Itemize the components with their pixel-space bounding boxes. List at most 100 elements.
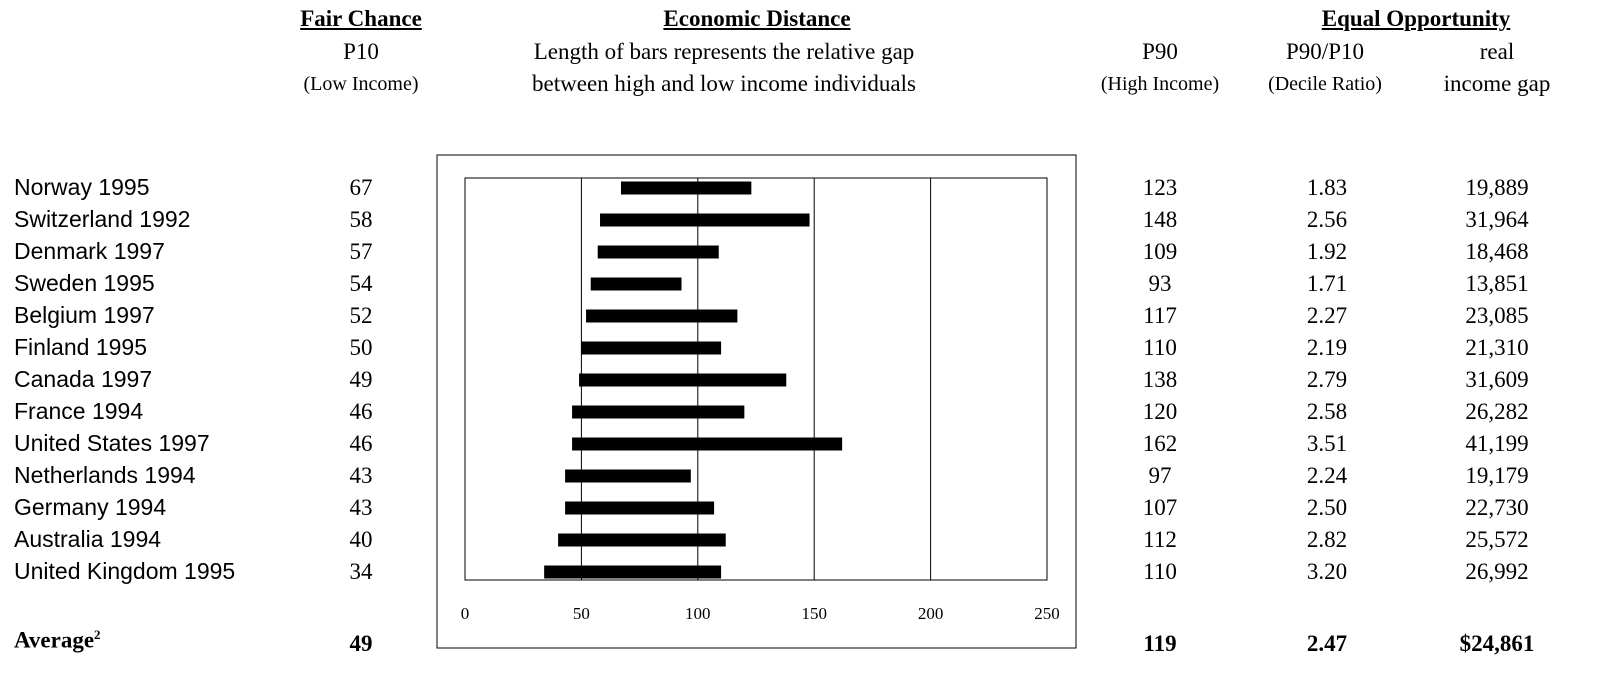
subheader-gap: real [1479, 39, 1515, 64]
average-ratio: 2.47 [1306, 631, 1348, 656]
subheader-bars-desc-2: between high and low income individuals [532, 71, 916, 96]
subheader-ratio: P90/P10 [1286, 39, 1364, 64]
header-fair-chance: Fair Chance [300, 6, 422, 31]
row-p90: 97 [1148, 463, 1172, 488]
row-p90: 162 [1142, 431, 1178, 456]
range-bar [558, 533, 726, 547]
row-p90: 148 [1142, 207, 1178, 232]
row-gap: 23,085 [1465, 303, 1529, 328]
row-label: Finland 1995 [14, 334, 147, 360]
average-p10: 49 [349, 631, 373, 656]
average-label: Average2 [14, 627, 101, 654]
x-tick-label: 250 [1034, 604, 1060, 623]
average-gap: $24,861 [1459, 631, 1535, 656]
range-bar [572, 437, 843, 451]
range-bar [581, 341, 722, 355]
row-ratio: 2.82 [1306, 527, 1348, 552]
range-bar [597, 245, 719, 259]
subheader-p90-sub: (High Income) [1100, 73, 1220, 95]
row-p10: 54 [349, 271, 373, 296]
row-gap: 31,609 [1465, 367, 1529, 392]
header-economic-distance: Economic Distance [663, 6, 851, 31]
subheader-gap-sub: income gap [1443, 71, 1551, 96]
average-p90: 119 [1143, 631, 1177, 656]
subheader-ratio-sub: (Decile Ratio) [1268, 73, 1382, 95]
row-label: Switzerland 1992 [14, 206, 191, 232]
row-p90: 123 [1142, 175, 1178, 200]
range-bar [565, 469, 691, 483]
subheader-p10-sub: (Low Income) [303, 73, 419, 95]
row-p10: 52 [349, 303, 373, 328]
average-label-text: Average [14, 627, 95, 653]
row-p90: 117 [1143, 303, 1177, 328]
x-tick-label: 150 [801, 604, 827, 623]
range-bar [579, 373, 787, 387]
row-gap: 25,572 [1465, 527, 1529, 552]
row-gap: 19,179 [1465, 463, 1529, 488]
row-p10: 49 [349, 367, 373, 392]
row-p10: 57 [349, 239, 373, 264]
range-bar [620, 181, 752, 195]
row-ratio: 2.56 [1306, 207, 1348, 232]
row-p90: 107 [1142, 495, 1178, 520]
range-bar [544, 565, 722, 579]
row-ratio: 2.50 [1306, 495, 1348, 520]
subheader-bars-desc-1: Length of bars represents the relative g… [533, 39, 915, 64]
subheader-p90: P90 [1142, 39, 1178, 64]
row-ratio: 1.83 [1306, 175, 1348, 200]
row-p10: 46 [349, 399, 373, 424]
row-label: Australia 1994 [14, 526, 162, 552]
row-label: Sweden 1995 [14, 270, 155, 296]
row-label: Belgium 1997 [14, 302, 155, 328]
chart-frame [436, 154, 1077, 649]
row-p90: 112 [1143, 527, 1177, 552]
range-bar [572, 405, 745, 419]
row-ratio: 2.19 [1306, 335, 1348, 360]
row-p10: 40 [349, 527, 373, 552]
row-ratio: 2.24 [1306, 463, 1348, 488]
average-footnote: 2 [94, 627, 101, 642]
row-p90: 120 [1142, 399, 1178, 424]
row-ratio: 1.71 [1306, 271, 1348, 296]
x-tick-label: 100 [685, 604, 711, 623]
row-label: Germany 1994 [14, 494, 167, 520]
subheader-p10: P10 [343, 39, 379, 64]
row-gap: 26,282 [1465, 399, 1529, 424]
row-p90: 93 [1148, 271, 1172, 296]
x-tick-label: 200 [918, 604, 944, 623]
row-p90: 110 [1143, 559, 1177, 584]
row-ratio: 2.79 [1306, 367, 1348, 392]
row-p90: 110 [1143, 335, 1177, 360]
row-p10: 50 [349, 335, 373, 360]
row-gap: 22,730 [1465, 495, 1529, 520]
x-tick-label: 50 [573, 604, 590, 623]
range-bar [590, 277, 682, 291]
row-p10: 43 [349, 495, 373, 520]
row-label: Canada 1997 [14, 366, 153, 392]
row-p90: 138 [1142, 367, 1178, 392]
range-bar [586, 309, 738, 323]
row-p10: 58 [349, 207, 373, 232]
row-label: Norway 1995 [14, 174, 150, 200]
row-gap: 31,964 [1465, 207, 1529, 232]
row-gap: 18,468 [1465, 239, 1529, 264]
row-p90: 109 [1142, 239, 1178, 264]
row-ratio: 2.27 [1306, 303, 1348, 328]
row-p10: 34 [349, 559, 373, 584]
row-gap: 41,199 [1465, 431, 1529, 456]
row-label: France 1994 [14, 398, 144, 424]
row-gap: 21,310 [1465, 335, 1529, 360]
range-bar [600, 213, 810, 227]
row-label: United States 1997 [14, 430, 210, 456]
row-label: Denmark 1997 [14, 238, 165, 264]
row-gap: 26,992 [1465, 559, 1529, 584]
range-bar [565, 501, 715, 515]
row-ratio: 1.92 [1306, 239, 1348, 264]
row-p10: 46 [349, 431, 373, 456]
row-gap: 19,889 [1465, 175, 1529, 200]
x-tick-label: 0 [461, 604, 470, 623]
row-p10: 43 [349, 463, 373, 488]
row-label: Netherlands 1994 [14, 462, 196, 488]
row-ratio: 3.51 [1306, 431, 1348, 456]
